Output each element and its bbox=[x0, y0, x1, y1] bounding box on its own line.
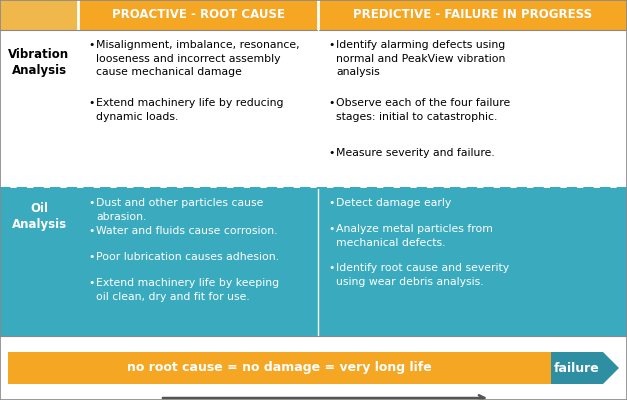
Text: •: • bbox=[328, 198, 334, 208]
Bar bbox=[0, 188, 627, 336]
Text: Oil
Analysis: Oil Analysis bbox=[11, 202, 66, 231]
Text: •: • bbox=[328, 263, 334, 273]
Text: •: • bbox=[88, 226, 95, 236]
Bar bbox=[0, 30, 627, 188]
Text: Identify root cause and severity
using wear debris analysis.: Identify root cause and severity using w… bbox=[336, 263, 509, 286]
Text: failure: failure bbox=[554, 362, 600, 374]
Bar bbox=[0, 336, 627, 400]
Text: Dust and other particles cause
abrasion.: Dust and other particles cause abrasion. bbox=[96, 198, 263, 222]
Text: •: • bbox=[88, 278, 95, 288]
Text: Vibration
Analysis: Vibration Analysis bbox=[8, 48, 70, 77]
Bar bbox=[0, 0, 78, 30]
Text: Poor lubrication causes adhesion.: Poor lubrication causes adhesion. bbox=[96, 252, 279, 262]
Text: Water and fluids cause corrosion.: Water and fluids cause corrosion. bbox=[96, 226, 278, 236]
Text: •: • bbox=[328, 98, 334, 108]
Bar bbox=[318, 0, 627, 30]
Text: Extend machinery life by reducing
dynamic loads.: Extend machinery life by reducing dynami… bbox=[96, 98, 283, 122]
Text: •: • bbox=[328, 224, 334, 234]
Text: •: • bbox=[328, 40, 334, 50]
Text: •: • bbox=[88, 198, 95, 208]
Text: •: • bbox=[88, 98, 95, 108]
Text: •: • bbox=[88, 40, 95, 50]
Polygon shape bbox=[551, 352, 619, 384]
Bar bbox=[78, 0, 318, 30]
Text: Misalignment, imbalance, resonance,
looseness and incorrect assembly
cause mecha: Misalignment, imbalance, resonance, loos… bbox=[96, 40, 300, 77]
Text: no root cause = no damage = very long life: no root cause = no damage = very long li… bbox=[127, 362, 432, 374]
Text: PREDICTIVE - FAILURE IN PROGRESS: PREDICTIVE - FAILURE IN PROGRESS bbox=[353, 8, 592, 22]
Text: Detect damage early: Detect damage early bbox=[336, 198, 451, 208]
Bar bbox=[8, 352, 551, 384]
Text: Observe each of the four failure
stages: initial to catastrophic.: Observe each of the four failure stages:… bbox=[336, 98, 510, 122]
Text: Analyze metal particles from
mechanical defects.: Analyze metal particles from mechanical … bbox=[336, 224, 493, 248]
Text: •: • bbox=[88, 252, 95, 262]
Text: Measure severity and failure.: Measure severity and failure. bbox=[336, 148, 495, 158]
Text: Identify alarming defects using
normal and PeakView vibration
analysis: Identify alarming defects using normal a… bbox=[336, 40, 505, 77]
Text: PROACTIVE - ROOT CAUSE: PROACTIVE - ROOT CAUSE bbox=[112, 8, 285, 22]
Text: Extend machinery life by keeping
oil clean, dry and fit for use.: Extend machinery life by keeping oil cle… bbox=[96, 278, 279, 302]
Text: •: • bbox=[328, 148, 334, 158]
